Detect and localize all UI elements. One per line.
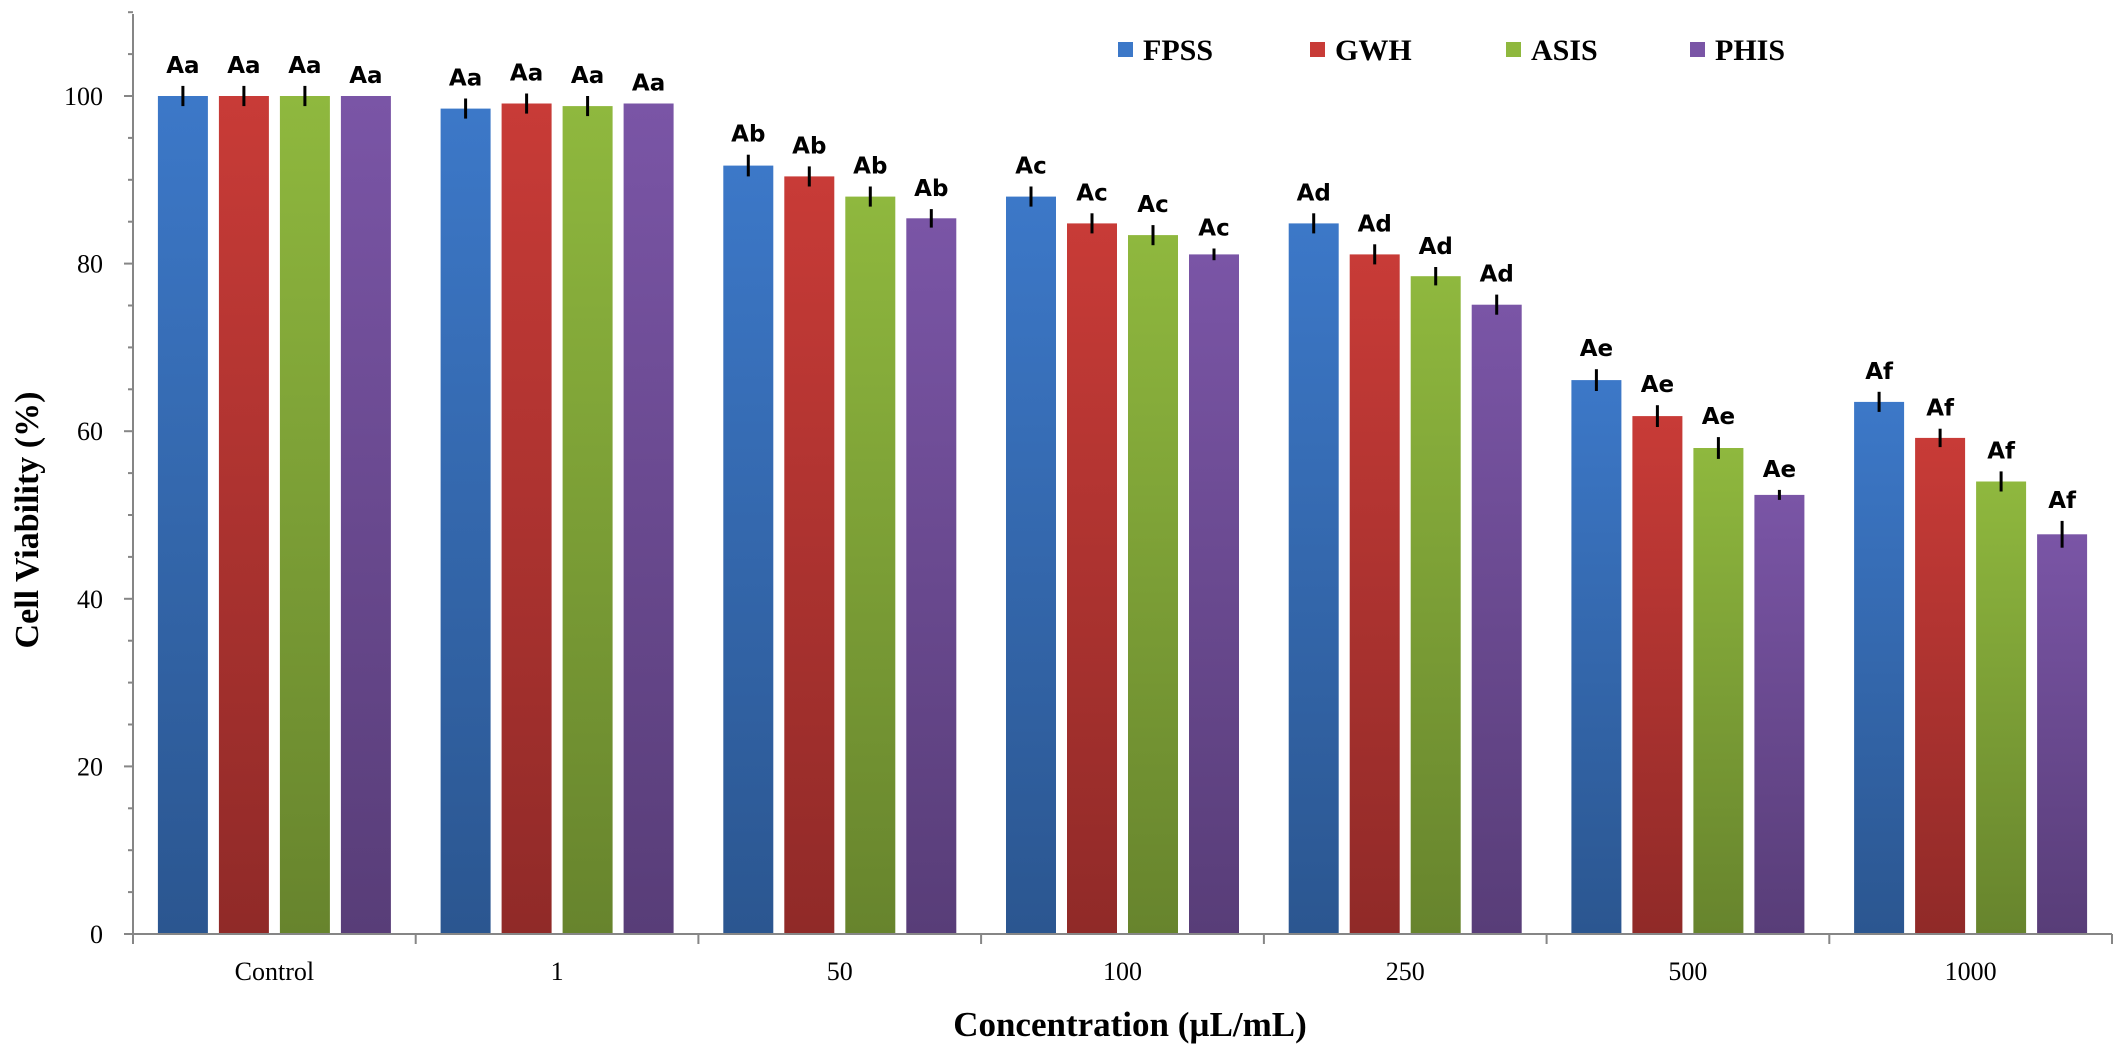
legend-label-asis: ASIS — [1531, 34, 1598, 67]
significance-label-asis-control: Aa — [288, 53, 321, 79]
legend-swatch-asis — [1506, 42, 1521, 57]
y-axis-ticks: 0 20 40 60 80 100 — [64, 11, 133, 949]
significance-label-phis-1: Aa — [632, 71, 665, 97]
bar-asis-1000 — [1976, 481, 2027, 934]
significance-labels-layer: Aa Aa Aa Aa Aa Aa Aa Aa Ab Ab Ab Ab Ac Ac Ac Ac Ad Ad Ad Ad… — [166, 53, 2077, 514]
bar-gwh-500 — [1632, 416, 1683, 935]
bar-phis-1000 — [2037, 534, 2088, 934]
significance-label-fpss-50: Ab — [731, 122, 765, 148]
y-tick-label: 40 — [77, 585, 103, 614]
significance-label-asis-1: Aa — [571, 63, 604, 89]
legend: FPSS GWH ASIS PHIS — [1118, 34, 1785, 67]
bar-phis-250 — [1471, 304, 1522, 934]
bar-phis-control — [340, 96, 391, 934]
y-tick-label: 60 — [77, 417, 103, 446]
bar-gwh-1 — [501, 103, 552, 934]
legend-swatch-fpss — [1118, 42, 1133, 57]
bar-phis-500 — [1754, 494, 1805, 934]
y-axis-title: Cell Viability (%) — [9, 392, 46, 649]
x-tick-label: 500 — [1668, 957, 1707, 986]
significance-label-phis-50: Ab — [914, 176, 948, 202]
significance-label-gwh-control: Aa — [227, 53, 260, 79]
significance-label-asis-500: Ae — [1702, 404, 1735, 430]
y-tick-label: 100 — [64, 82, 103, 111]
y-tick-label: 0 — [90, 920, 103, 949]
bar-gwh-1000 — [1915, 437, 1966, 934]
bar-fpss-1000 — [1854, 401, 1905, 934]
bar-asis-100 — [1128, 235, 1178, 935]
bar-gwh-control — [218, 96, 269, 934]
bar-phis-1 — [623, 103, 674, 934]
bar-gwh-50 — [784, 176, 835, 934]
significance-label-gwh-250: Ad — [1358, 211, 1392, 237]
significance-label-fpss-1000: Af — [1865, 359, 1894, 385]
legend-swatch-phis — [1690, 42, 1705, 57]
bars-layer — [157, 96, 2088, 935]
bar-asis-500 — [1693, 448, 1744, 934]
significance-label-fpss-100: Ac — [1015, 154, 1046, 180]
x-axis-title: Concentration (µL/mL) — [953, 1005, 1307, 1044]
x-tick-label: 100 — [1103, 957, 1142, 986]
significance-label-gwh-50: Ab — [792, 133, 826, 159]
bar-fpss-100 — [1006, 196, 1056, 935]
significance-label-fpss-control: Aa — [166, 53, 199, 79]
bar-fpss-500 — [1571, 380, 1622, 935]
significance-label-gwh-1: Aa — [510, 61, 543, 87]
error-bars-layer — [181, 85, 2064, 548]
x-tick-label: 1000 — [1945, 957, 1997, 986]
x-axis-ticks: Control 1 50 100 250 500 1000 — [132, 934, 2113, 986]
significance-label-asis-50: Ab — [853, 154, 887, 180]
legend-label-gwh: GWH — [1335, 34, 1412, 67]
bar-fpss-1 — [440, 108, 491, 935]
bar-phis-100 — [1189, 254, 1239, 934]
significance-label-asis-100: Ac — [1137, 192, 1168, 218]
y-tick-label: 80 — [77, 250, 103, 279]
significance-label-phis-control: Aa — [349, 63, 382, 89]
legend-label-fpss: FPSS — [1143, 34, 1213, 67]
legend-swatch-gwh — [1310, 42, 1325, 57]
significance-label-fpss-1: Aa — [449, 66, 482, 92]
bar-gwh-250 — [1349, 254, 1400, 934]
bar-fpss-50 — [723, 165, 774, 935]
x-tick-label: 250 — [1386, 957, 1425, 986]
bar-asis-250 — [1410, 276, 1461, 934]
significance-label-phis-500: Ae — [1763, 457, 1796, 483]
significance-label-fpss-500: Ae — [1580, 336, 1613, 362]
x-tick-label: 1 — [551, 957, 564, 986]
bar-gwh-100 — [1067, 223, 1117, 934]
x-tick-label: Control — [235, 957, 314, 986]
bar-fpss-250 — [1288, 223, 1339, 934]
bar-asis-50 — [845, 196, 896, 935]
bar-fpss-control — [157, 96, 208, 934]
bar-asis-1 — [562, 106, 613, 935]
significance-label-asis-250: Ad — [1419, 234, 1453, 260]
legend-label-phis: PHIS — [1715, 34, 1785, 67]
bar-phis-50 — [906, 218, 957, 935]
bar-asis-control — [279, 96, 330, 934]
significance-label-gwh-100: Ac — [1076, 180, 1107, 206]
y-tick-label: 20 — [77, 752, 103, 781]
significance-label-gwh-1000: Af — [1926, 396, 1955, 422]
significance-label-gwh-500: Ae — [1641, 372, 1674, 398]
significance-label-phis-250: Ad — [1480, 262, 1514, 288]
significance-label-phis-1000: Af — [2048, 488, 2077, 514]
significance-label-phis-100: Ac — [1198, 216, 1229, 242]
significance-label-asis-1000: Af — [1987, 438, 2016, 464]
significance-label-fpss-250: Ad — [1297, 180, 1331, 206]
x-tick-label: 50 — [827, 957, 853, 986]
